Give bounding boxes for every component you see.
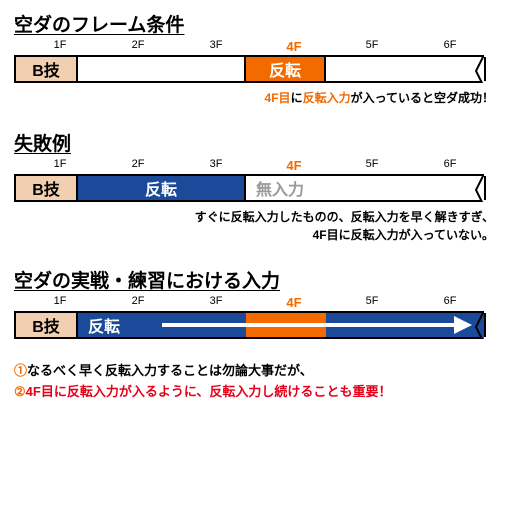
bar-segment xyxy=(78,57,246,81)
footnote-text: 4F目に反転入力が入るように、反転入力し続けることも重要！ xyxy=(26,384,392,399)
frame-label: 4F xyxy=(286,39,301,54)
frame-labels: 1F 2F 3F 4F 5F 6F xyxy=(14,39,484,55)
frame-label: 5F xyxy=(366,295,379,307)
frame-label: 3F xyxy=(210,39,223,51)
caption-part: 4F目に反転入力が入っていない。 xyxy=(313,228,494,242)
frame-labels: 1F 2F 3F 4F 5F 6F xyxy=(14,295,484,311)
frame-label: 2F xyxy=(132,295,145,307)
footnote-text: なるべく早く反転入力することは勿論大事だが、 xyxy=(27,363,313,378)
frame-label: 3F xyxy=(210,158,223,170)
frame-label: 4F xyxy=(286,158,301,173)
bar-segment: 反転 xyxy=(246,57,326,81)
timeline-bar: B技反転 xyxy=(14,311,484,339)
timeline-bar: B技 反転 xyxy=(14,55,484,83)
bar-segment: B技 xyxy=(16,313,78,337)
frame-label: 3F xyxy=(210,295,223,307)
caption-part: に xyxy=(291,91,303,105)
frame-label: 5F xyxy=(366,39,379,51)
timeline-bar: B技反転無入力 xyxy=(14,174,484,202)
bar-segment: B技 xyxy=(16,176,78,200)
footnote-marker: ① xyxy=(14,363,27,378)
frame-label: 1F xyxy=(54,158,67,170)
section-title: 空ダのフレーム条件 xyxy=(14,10,494,37)
bar-segment: 反転 xyxy=(78,176,246,200)
footnote-line: ②4F目に反転入力が入るように、反転入力し続けることも重要！ xyxy=(14,382,494,403)
caption: すぐに反転入力したものの、反転入力を早く解きすぎ、 4F目に反転入力が入っていない… xyxy=(14,208,494,244)
bar-segment: B技 xyxy=(16,57,78,81)
frame-label: 2F xyxy=(132,158,145,170)
section-practice: 空ダの実戦・練習における入力 1F 2F 3F 4F 5F 6F B技反転 xyxy=(14,266,494,339)
frame-labels: 1F 2F 3F 4F 5F 6F xyxy=(14,158,484,174)
footnote-line: ①なるべく早く反転入力することは勿論大事だが、 xyxy=(14,361,494,382)
section-title: 失敗例 xyxy=(14,129,494,156)
arrow-head-icon xyxy=(454,316,472,334)
caption-part: が入っていると空ダ成功！ xyxy=(351,91,494,105)
frame-label: 2F xyxy=(132,39,145,51)
caption-part: すぐに反転入力したものの、反転入力を早く解きすぎ、 xyxy=(195,210,494,224)
frame-label: 6F xyxy=(444,39,457,51)
section-failure: 失敗例 1F 2F 3F 4F 5F 6F B技反転無入力 すぐに反転入力したものの、反転… xyxy=(14,129,494,244)
caption-part: 4F目 xyxy=(265,91,291,105)
footnote: ①なるべく早く反転入力することは勿論大事だが、②4F目に反転入力が入るように、反… xyxy=(14,361,494,403)
section-frame-condition: 空ダのフレーム条件 1F 2F 3F 4F 5F 6F B技 反転 4F目に反転入力が入って… xyxy=(14,10,494,107)
bar-segment: 無入力 xyxy=(246,176,486,200)
frame-label: 6F xyxy=(444,158,457,170)
frame-label: 4F xyxy=(286,295,301,310)
frame-label: 5F xyxy=(366,158,379,170)
caption: 4F目に反転入力が入っていると空ダ成功！ xyxy=(14,89,494,107)
footnote-marker: ② xyxy=(14,384,26,399)
bar-segment xyxy=(326,57,486,81)
frame-label: 6F xyxy=(444,295,457,307)
frame-label: 1F xyxy=(54,295,67,307)
frame-label: 1F xyxy=(54,39,67,51)
arrow-shaft xyxy=(162,323,454,327)
caption-part: 反転入力 xyxy=(303,91,351,105)
section-title: 空ダの実戦・練習における入力 xyxy=(14,266,494,293)
hold-arrow xyxy=(162,313,472,337)
